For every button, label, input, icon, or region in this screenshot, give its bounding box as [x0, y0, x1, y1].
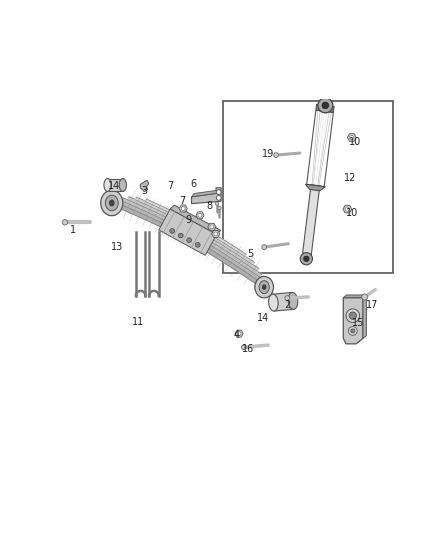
Circle shape [170, 229, 174, 233]
Polygon shape [104, 179, 111, 191]
Polygon shape [363, 295, 366, 338]
Circle shape [285, 296, 290, 301]
Circle shape [241, 345, 246, 350]
Circle shape [262, 245, 267, 249]
Text: 9: 9 [186, 215, 192, 225]
Circle shape [348, 327, 357, 335]
Text: 1: 1 [71, 225, 77, 235]
Ellipse shape [105, 195, 118, 211]
Ellipse shape [259, 281, 269, 294]
Text: 14: 14 [258, 313, 270, 324]
Circle shape [351, 329, 355, 333]
Text: 15: 15 [352, 319, 365, 328]
Text: 19: 19 [262, 149, 274, 159]
Circle shape [198, 213, 202, 217]
Polygon shape [343, 205, 352, 213]
Text: 3: 3 [141, 186, 148, 196]
Circle shape [215, 202, 219, 205]
Text: 8: 8 [206, 201, 212, 212]
Polygon shape [305, 184, 325, 191]
Polygon shape [140, 180, 149, 192]
Polygon shape [208, 223, 216, 230]
Polygon shape [347, 134, 356, 141]
Polygon shape [191, 188, 221, 204]
Text: 12: 12 [344, 173, 356, 182]
Polygon shape [116, 199, 265, 283]
Polygon shape [212, 230, 220, 238]
Polygon shape [302, 253, 311, 260]
Circle shape [322, 102, 328, 109]
Text: 7: 7 [167, 181, 173, 191]
Polygon shape [196, 212, 204, 219]
Circle shape [318, 98, 333, 113]
Text: 17: 17 [366, 300, 378, 310]
Circle shape [345, 207, 350, 211]
Circle shape [210, 225, 214, 229]
Text: 10: 10 [346, 208, 358, 218]
Polygon shape [288, 293, 298, 309]
Text: 11: 11 [132, 317, 144, 327]
Text: 10: 10 [349, 137, 361, 147]
Polygon shape [145, 199, 246, 256]
Text: 14: 14 [108, 181, 120, 191]
Polygon shape [272, 293, 294, 311]
Polygon shape [170, 205, 221, 235]
Circle shape [350, 135, 354, 140]
Polygon shape [343, 295, 366, 297]
Polygon shape [119, 179, 127, 191]
Polygon shape [303, 185, 320, 254]
Circle shape [62, 220, 67, 225]
Polygon shape [159, 209, 217, 255]
Text: 13: 13 [111, 242, 124, 252]
Ellipse shape [101, 190, 123, 216]
Polygon shape [122, 198, 262, 277]
Circle shape [304, 256, 309, 262]
Circle shape [237, 332, 241, 336]
Circle shape [346, 309, 360, 322]
Polygon shape [135, 197, 254, 265]
Circle shape [187, 238, 191, 243]
Polygon shape [179, 205, 187, 212]
Polygon shape [343, 297, 363, 344]
Text: 4: 4 [233, 330, 240, 341]
Circle shape [349, 312, 357, 319]
Text: 6: 6 [191, 179, 197, 189]
Text: 7: 7 [179, 196, 185, 206]
Ellipse shape [255, 277, 273, 298]
Text: 5: 5 [247, 249, 253, 259]
Polygon shape [191, 190, 219, 197]
Circle shape [362, 294, 368, 300]
Circle shape [195, 243, 200, 247]
Polygon shape [108, 179, 123, 191]
Bar [223, 101, 392, 272]
Ellipse shape [110, 200, 114, 206]
Polygon shape [111, 201, 265, 289]
Circle shape [181, 207, 185, 211]
Circle shape [216, 196, 221, 200]
Polygon shape [127, 197, 259, 271]
Circle shape [214, 232, 218, 236]
Text: 2: 2 [284, 300, 290, 310]
Circle shape [274, 153, 279, 157]
Text: 16: 16 [242, 344, 254, 354]
Circle shape [216, 190, 221, 195]
Polygon shape [316, 104, 334, 112]
Polygon shape [235, 330, 243, 337]
Circle shape [218, 206, 221, 210]
Circle shape [300, 253, 312, 265]
Ellipse shape [262, 285, 266, 289]
Circle shape [178, 233, 183, 238]
Polygon shape [268, 294, 278, 311]
